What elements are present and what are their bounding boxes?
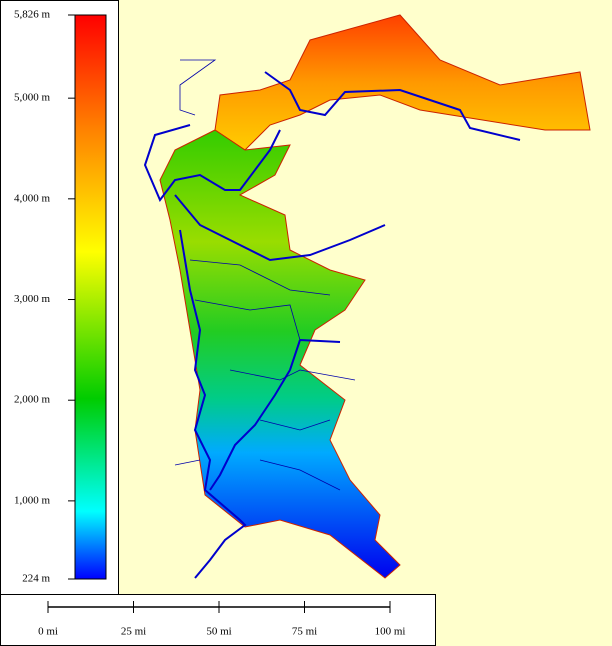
scale-bar: 0 mi 25 mi 50 mi 75 mi 100 mi — [38, 601, 405, 638]
legend-label: 1,000 m — [14, 494, 51, 506]
stream — [174, 459, 201, 466]
stream — [229, 369, 356, 381]
legend-label: 224 m — [22, 573, 50, 585]
scale-box — [0, 594, 436, 646]
stream — [259, 459, 341, 491]
river — [143, 124, 281, 202]
river — [264, 71, 521, 141]
stream — [179, 59, 217, 116]
river — [179, 229, 247, 579]
stream — [189, 259, 331, 296]
scale-label: 75 mi — [292, 626, 317, 638]
streams — [174, 59, 356, 491]
legend-label: 3,000 m — [14, 293, 51, 305]
stream — [194, 299, 301, 341]
terrain-north — [214, 14, 591, 151]
river — [209, 339, 301, 491]
legend-label: 2,000 m — [14, 394, 51, 406]
river — [174, 194, 386, 262]
terrain-main — [159, 129, 401, 579]
scale-label: 100 mi — [375, 626, 406, 638]
scale-label: 25 mi — [121, 626, 146, 638]
stream — [259, 419, 331, 431]
color-ramp — [74, 14, 107, 580]
river — [299, 339, 341, 343]
scale-label: 0 mi — [38, 626, 58, 638]
scale-label: 50 mi — [206, 626, 231, 638]
legend-ticks: 5,826 m 5,000 m 4,000 m 3,000 m 2,000 m 1,000… — [14, 9, 75, 585]
legend-label: 5,000 m — [14, 92, 51, 104]
legend-label: 4,000 m — [14, 192, 51, 204]
legend-label: 5,826 m — [14, 9, 51, 21]
rivers — [143, 71, 521, 579]
